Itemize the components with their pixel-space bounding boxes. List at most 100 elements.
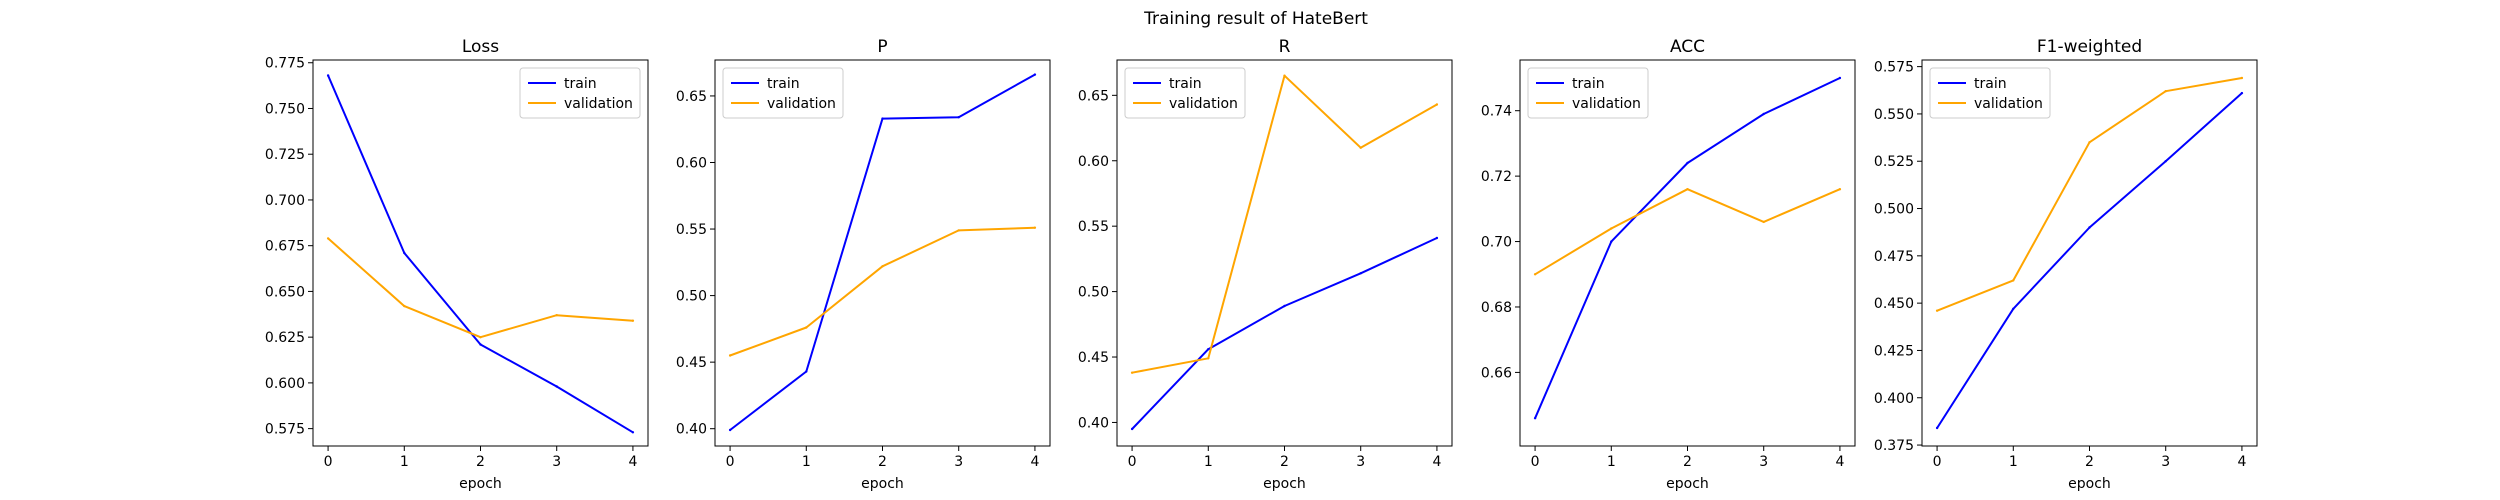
data-point-train bbox=[326, 74, 330, 77]
data-point-validation bbox=[881, 265, 884, 268]
legend: train validation bbox=[722, 67, 844, 119]
x-tick-label: 4 bbox=[1432, 454, 1441, 470]
y-tick-label: 0.525 bbox=[1874, 154, 1914, 170]
data-point-validation bbox=[805, 326, 808, 329]
x-tick-label: 2 bbox=[476, 454, 485, 470]
y-tick-label: 0.450 bbox=[1874, 296, 1914, 312]
x-axis-label: epoch bbox=[1666, 476, 1709, 492]
y-tick-label: 0.500 bbox=[1874, 202, 1914, 218]
x-tick-label: 4 bbox=[628, 454, 637, 470]
data-point-train bbox=[1838, 76, 1842, 80]
legend-label-train: train bbox=[767, 76, 800, 92]
x-tick-label: 0 bbox=[324, 454, 333, 470]
subplot-title: ACC bbox=[1670, 37, 1705, 57]
x-axis-label: epoch bbox=[1263, 476, 1306, 492]
data-point-train bbox=[2088, 226, 2091, 229]
data-point-train bbox=[2164, 160, 2167, 163]
y-tick-label: 0.375 bbox=[1874, 438, 1914, 454]
data-point-validation bbox=[1838, 188, 1842, 191]
legend-box bbox=[722, 67, 844, 119]
data-point-validation bbox=[1130, 371, 1134, 374]
legend: train validation bbox=[519, 67, 641, 119]
y-tick-label: 0.65 bbox=[676, 89, 707, 105]
y-tick-label: 0.65 bbox=[1078, 88, 1109, 104]
x-tick-label: 0 bbox=[1128, 454, 1137, 470]
y-tick-label: 0.74 bbox=[1481, 104, 1512, 120]
legend-label-train: train bbox=[1572, 76, 1605, 92]
legend: train validation bbox=[1124, 67, 1246, 119]
x-axis-label: epoch bbox=[2068, 476, 2111, 492]
data-point-train bbox=[1130, 427, 1134, 431]
legend-label-train: train bbox=[564, 76, 597, 92]
data-point-validation bbox=[1762, 220, 1765, 224]
data-point-validation bbox=[1686, 188, 1689, 191]
data-point-train bbox=[1762, 112, 1765, 116]
x-tick-label: 2 bbox=[1683, 454, 1692, 470]
data-point-train bbox=[957, 116, 960, 119]
subplot-3: R 0 1 2 3 4 0.40 0.45 0.50 0.55 0.60 0.65 epoch train… bbox=[1078, 37, 1453, 492]
x-tick-label: 2 bbox=[1280, 454, 1289, 470]
x-axis-label: epoch bbox=[861, 476, 904, 492]
data-point-validation bbox=[2164, 90, 2167, 93]
y-tick-label: 0.50 bbox=[1078, 285, 1109, 301]
data-point-validation bbox=[1533, 273, 1537, 276]
y-tick-label: 0.60 bbox=[1078, 154, 1109, 170]
data-point-validation bbox=[479, 336, 482, 339]
y-tick-label: 0.55 bbox=[676, 222, 707, 238]
subplot-title: R bbox=[1279, 37, 1291, 57]
subplot-4: ACC 0 1 2 3 4 0.66 0.68 0.70 0.72 0.74 epoch train va… bbox=[1481, 37, 1856, 492]
x-tick-label: 3 bbox=[552, 454, 561, 470]
subplot-title: Loss bbox=[462, 37, 499, 57]
subplot-title: F1-weighted bbox=[2037, 37, 2142, 57]
data-point-train bbox=[555, 385, 558, 388]
legend-box bbox=[1929, 67, 2051, 119]
data-point-train bbox=[728, 428, 732, 432]
x-tick-label: 2 bbox=[2085, 454, 2094, 470]
y-tick-label: 0.550 bbox=[1874, 107, 1914, 123]
data-point-validation bbox=[1033, 226, 1037, 229]
data-point-validation bbox=[1207, 357, 1210, 360]
y-tick-label: 0.625 bbox=[265, 330, 305, 346]
y-tick-label: 0.55 bbox=[1078, 219, 1109, 235]
x-tick-label: 0 bbox=[1933, 454, 1942, 470]
data-point-train bbox=[1686, 161, 1689, 165]
y-tick-label: 0.45 bbox=[1078, 350, 1109, 366]
data-point-validation bbox=[1435, 103, 1439, 106]
x-tick-label: 3 bbox=[1759, 454, 1768, 470]
x-tick-label: 3 bbox=[954, 454, 963, 470]
x-tick-label: 1 bbox=[1204, 454, 1213, 470]
data-point-validation bbox=[1283, 74, 1286, 77]
x-tick-label: 4 bbox=[1030, 454, 1039, 470]
y-tick-label: 0.725 bbox=[265, 147, 305, 163]
legend-box bbox=[519, 67, 641, 119]
y-tick-label: 0.68 bbox=[1481, 300, 1512, 316]
data-point-train bbox=[1359, 272, 1362, 275]
x-tick-label: 1 bbox=[400, 454, 409, 470]
legend: train validation bbox=[1929, 67, 2051, 119]
y-tick-label: 0.66 bbox=[1481, 365, 1512, 381]
x-tick-label: 4 bbox=[2237, 454, 2246, 470]
y-tick-label: 0.425 bbox=[1874, 343, 1914, 359]
y-tick-label: 0.40 bbox=[1078, 415, 1109, 431]
subplot-2: P 0 1 2 3 4 0.40 0.45 0.50 0.55 0.60 0.65 epoch train… bbox=[676, 37, 1051, 492]
legend-label-validation: validation bbox=[767, 96, 836, 112]
data-point-validation bbox=[2012, 279, 2015, 282]
x-tick-label: 1 bbox=[802, 454, 811, 470]
subplot-title: P bbox=[877, 37, 887, 57]
data-point-train bbox=[479, 343, 482, 346]
y-tick-label: 0.775 bbox=[265, 56, 305, 72]
x-axis-label: epoch bbox=[459, 476, 502, 492]
legend-box bbox=[1124, 67, 1246, 119]
y-tick-label: 0.675 bbox=[265, 239, 305, 255]
subplot-1: Loss 0 1 2 3 4 0.575 0.600 0.625 0.650 0.675 0.700 0… bbox=[265, 37, 649, 492]
data-point-train bbox=[1610, 240, 1613, 243]
legend-label-train: train bbox=[1169, 76, 1202, 92]
y-tick-label: 0.600 bbox=[265, 376, 305, 392]
data-point-train bbox=[2240, 91, 2244, 95]
data-point-train bbox=[2012, 307, 2015, 310]
data-point-train bbox=[1207, 348, 1210, 351]
y-tick-label: 0.40 bbox=[676, 422, 707, 438]
y-tick-label: 0.575 bbox=[265, 422, 305, 438]
